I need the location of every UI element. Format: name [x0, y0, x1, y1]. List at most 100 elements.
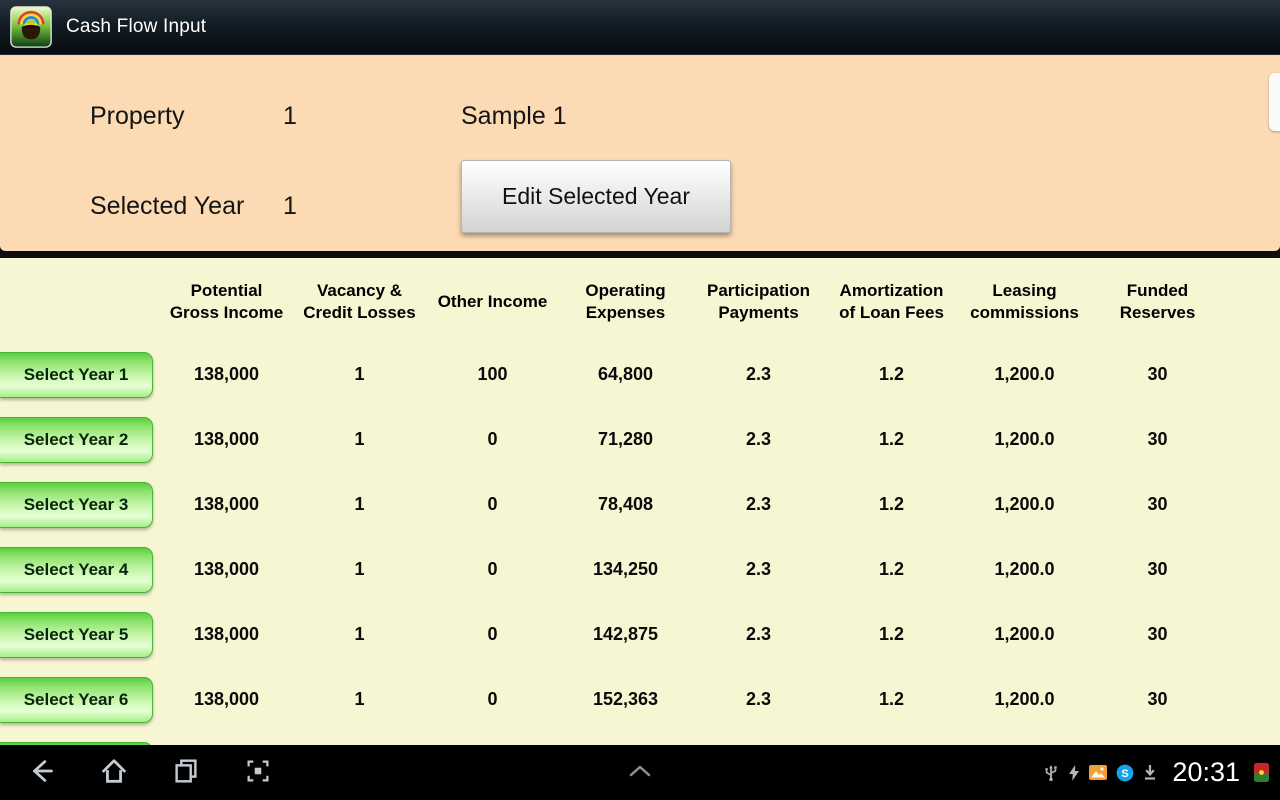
table-cell: 78,408 — [597, 494, 654, 515]
select-year-5-button[interactable]: Select Year 5 — [0, 611, 153, 658]
table-cell: 2.3 — [745, 364, 772, 385]
status-clock[interactable]: 20:31 — [1172, 757, 1240, 787]
table-cell: 1,200.0 — [994, 624, 1055, 645]
selected-year-label: Selected Year — [90, 192, 245, 220]
table-cell: 1.2 — [878, 689, 905, 710]
table-cell: 0 — [487, 624, 498, 645]
table-cell: 2.3 — [745, 494, 772, 515]
table-row: Select Year 2 138,000 1 0 71,280 2.3 1.2 1,200.… — [0, 407, 1280, 472]
table-cell: 0 — [487, 689, 498, 710]
table-row: Select Year 4 138,000 1 0 134,250 2.3 1.2 1,200… — [0, 537, 1280, 602]
table-cell: 2.3 — [745, 624, 772, 645]
table-cell: 1,200.0 — [994, 494, 1055, 515]
app-bar: Cash Flow Input — [0, 0, 1280, 55]
table-cell: 0 — [487, 494, 498, 515]
column-header: Participation Payments — [707, 281, 810, 323]
table-cell: 30 — [1147, 624, 1168, 645]
table-cell: 152,363 — [592, 689, 659, 710]
svg-text:S: S — [1122, 768, 1129, 780]
nav-buttons — [18, 745, 282, 800]
recent-apps-icon — [171, 756, 201, 789]
select-year-4-button[interactable]: Select Year 4 — [0, 546, 153, 593]
table-cell: 138,000 — [193, 494, 260, 515]
table-cell: 0 — [487, 429, 498, 450]
select-year-1-button[interactable]: Select Year 1 — [0, 351, 153, 398]
back-button[interactable] — [18, 751, 66, 795]
table-cell: 138,000 — [193, 364, 260, 385]
usb-icon — [1043, 764, 1059, 782]
table-cell: 134,250 — [592, 559, 659, 580]
table-cell: 138,000 — [193, 689, 260, 710]
table-row: Select Year 3 138,000 1 0 78,408 2.3 1.2 1,200.… — [0, 472, 1280, 537]
table-cell: 1,200.0 — [994, 559, 1055, 580]
property-number: 1 — [283, 102, 297, 130]
column-header: Leasing commissions — [970, 281, 1079, 323]
charging-icon — [1068, 764, 1080, 781]
download-icon — [1143, 764, 1157, 781]
back-icon — [27, 756, 57, 789]
table-cell: 1,200.0 — [994, 364, 1055, 385]
column-header: Other Income — [437, 292, 548, 312]
table-cell: 100 — [477, 364, 508, 385]
table-cell: 138,000 — [193, 624, 260, 645]
selected-year-value: 1 — [283, 192, 297, 220]
table-cell: 1.2 — [878, 559, 905, 580]
table-cell: 71,280 — [597, 429, 654, 450]
pot-of-gold-app-icon — [10, 6, 52, 48]
table-cell: 138,000 — [193, 429, 260, 450]
column-header: Vacancy & Credit Losses — [303, 281, 416, 323]
table-cell: 30 — [1147, 559, 1168, 580]
scrollbar-thumb[interactable] — [1269, 73, 1280, 131]
table-cell: 30 — [1147, 429, 1168, 450]
skype-icon: S — [1116, 764, 1134, 782]
table-cell: 1 — [354, 624, 365, 645]
table-row: Select Year 5 138,000 1 0 142,875 2.3 1.2 1,200… — [0, 602, 1280, 667]
table-cell: 138,000 — [193, 559, 260, 580]
hide-bar-caret-button[interactable] — [616, 751, 664, 795]
table-row: Select Year 1 138,000 1 100 64,800 2.3 1.2 1,20… — [0, 342, 1280, 407]
table-header-row: Potential Gross Income Vacancy & Credit L… — [0, 258, 1280, 342]
screenshot-icon — [243, 756, 273, 789]
table-cell: 0 — [487, 559, 498, 580]
table-cell: 1 — [354, 689, 365, 710]
column-header: Operating Expenses — [585, 281, 666, 323]
table-cell: 1.2 — [878, 624, 905, 645]
table-cell: 1,200.0 — [994, 429, 1055, 450]
app-title: Cash Flow Input — [66, 16, 207, 37]
select-year-6-button[interactable]: Select Year 6 — [0, 676, 153, 723]
property-label: Property — [90, 102, 185, 130]
table-cell: 1 — [354, 429, 365, 450]
property-panel: Property 1 Sample 1 Selected Year 1 Edit… — [0, 55, 1280, 251]
column-header: Amortization of Loan Fees — [839, 281, 944, 323]
edit-selected-year-button[interactable]: Edit Selected Year — [461, 160, 731, 233]
table-rows: Select Year 1 138,000 1 100 64,800 2.3 1.2 1,20… — [0, 342, 1280, 732]
cash-flow-table: Potential Gross Income Vacancy & Credit L… — [0, 251, 1280, 745]
table-cell: 2.3 — [745, 689, 772, 710]
recent-apps-button[interactable] — [162, 751, 210, 795]
table-row-partial — [0, 732, 1280, 745]
property-name: Sample 1 — [461, 102, 567, 130]
table-cell: 64,800 — [597, 364, 654, 385]
select-year-3-button[interactable]: Select Year 3 — [0, 481, 153, 528]
table-cell: 1 — [354, 559, 365, 580]
screenshot-button[interactable] — [234, 751, 282, 795]
column-header: Funded Reserves — [1119, 281, 1196, 323]
navigation-bar: S 20:31 — [0, 745, 1280, 800]
status-tray[interactable]: S 20:31 — [1043, 745, 1270, 800]
table-cell: 30 — [1147, 689, 1168, 710]
select-year-2-button[interactable]: Select Year 2 — [0, 416, 153, 463]
table-cell: 142,875 — [592, 624, 659, 645]
table-row: Select Year 6 138,000 1 0 152,363 2.3 1.2 1,200… — [0, 667, 1280, 732]
table-cell: 1.2 — [878, 364, 905, 385]
home-button[interactable] — [90, 751, 138, 795]
table-cell: 1.2 — [878, 494, 905, 515]
table-cell: 2.3 — [745, 429, 772, 450]
column-header: Potential Gross Income — [169, 281, 284, 323]
table-cell: 30 — [1147, 364, 1168, 385]
table-cell: 1.2 — [878, 429, 905, 450]
table-cell: 2.3 — [745, 559, 772, 580]
home-icon — [99, 756, 129, 789]
gallery-icon — [1089, 765, 1108, 780]
notification-app-icon — [1253, 762, 1270, 783]
table-cell: 1 — [354, 494, 365, 515]
